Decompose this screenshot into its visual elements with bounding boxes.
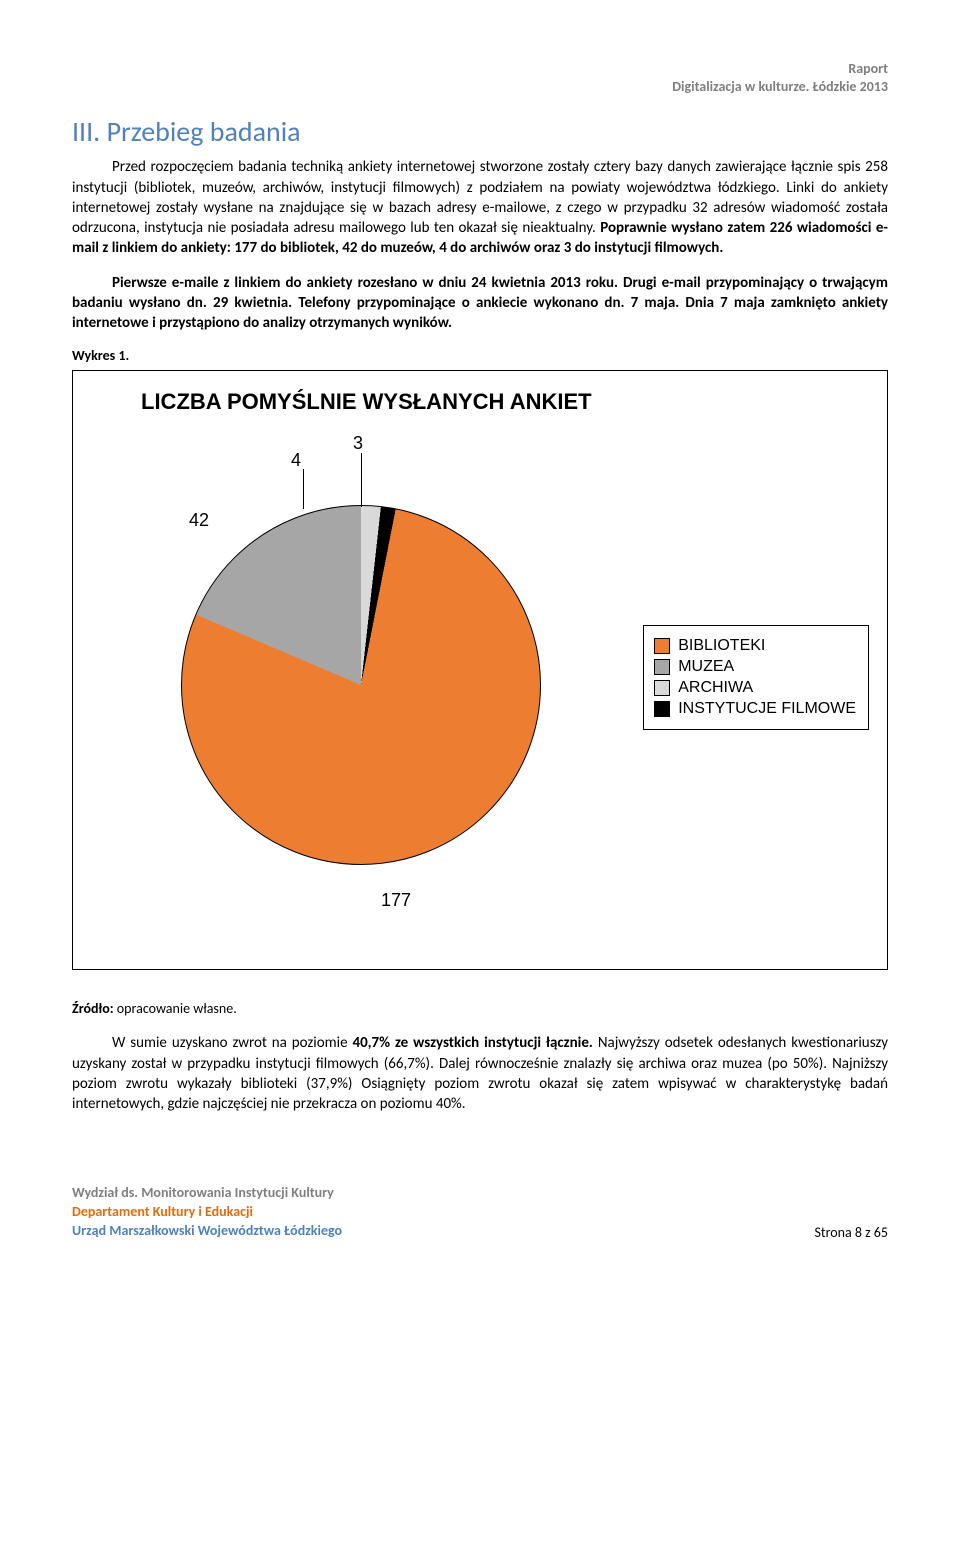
footer-line1: Wydział ds. Monitorowania Instytucji Kul… [72, 1184, 342, 1203]
legend-row-muzea: MUZEA [654, 658, 856, 676]
chart-legend: BIBLIOTEKI MUZEA ARCHIWA INSTYTUCJE FILM… [643, 625, 869, 730]
footer-left: Wydział ds. Monitorowania Instytucji Kul… [72, 1184, 342, 1241]
legend-label: BIBLIOTEKI [678, 637, 765, 655]
legend-label: MUZEA [678, 658, 734, 676]
figure-label: Wykres 1. [72, 347, 888, 364]
legend-label: ARCHIWA [678, 679, 753, 697]
legend-row-biblioteki: BIBLIOTEKI [654, 637, 856, 655]
header-line2: Digitalizacja w kulturze. Łódzkie 2013 [72, 78, 888, 96]
header-line1: Raport [72, 60, 888, 78]
page-header: Raport Digitalizacja w kulturze. Łódzkie… [72, 60, 888, 96]
page-footer: Wydział ds. Monitorowania Instytucji Kul… [72, 1184, 888, 1241]
section-heading: III. Przebieg badania [72, 114, 888, 149]
leader-line-4 [303, 469, 304, 509]
pie-label-177: 177 [381, 890, 411, 911]
pie-wrap: 42 4 3 177 BIBLIOTEKI MUZEA ARCHIWA [91, 435, 869, 915]
legend-row-instytucje: INSTYTUCJE FILMOWE [654, 700, 856, 718]
pie-label-3: 3 [353, 433, 363, 454]
footer-line2: Departament Kultury i Edukacji [72, 1203, 342, 1222]
legend-swatch [654, 680, 670, 696]
chart-title: LICZBA POMYŚLNIE WYSŁANYCH ANKIET [141, 389, 869, 415]
page: Raport Digitalizacja w kulturze. Łódzkie… [0, 0, 960, 1281]
footer-line3: Urząd Marszałkowski Województwa Łódzkieg… [72, 1222, 342, 1241]
paragraph-3: W sumie uzyskano zwrot na poziomie 40,7%… [72, 1033, 888, 1114]
pie-label-4: 4 [291, 450, 301, 471]
pie-label-42: 42 [189, 510, 209, 531]
chart-source: Źródło: opracowanie własne. [72, 1000, 888, 1017]
legend-swatch [654, 638, 670, 654]
legend-row-archiwa: ARCHIWA [654, 679, 856, 697]
leader-line-3 [361, 453, 362, 507]
source-text: opracowanie własne. [114, 1000, 237, 1017]
source-label: Źródło: [72, 1000, 114, 1017]
footer-page-number: Strona 8 z 65 [814, 1224, 888, 1241]
legend-swatch [654, 659, 670, 675]
paragraph-1: Przed rozpoczęciem badania techniką anki… [72, 157, 888, 258]
paragraph-2: Pierwsze e-maile z linkiem do ankiety ro… [72, 273, 888, 334]
pie-chart [181, 505, 541, 865]
chart-container: LICZBA POMYŚLNIE WYSŁANYCH ANKIET 42 4 3… [72, 370, 888, 970]
legend-label: INSTYTUCJE FILMOWE [678, 700, 856, 718]
legend-swatch [654, 701, 670, 717]
